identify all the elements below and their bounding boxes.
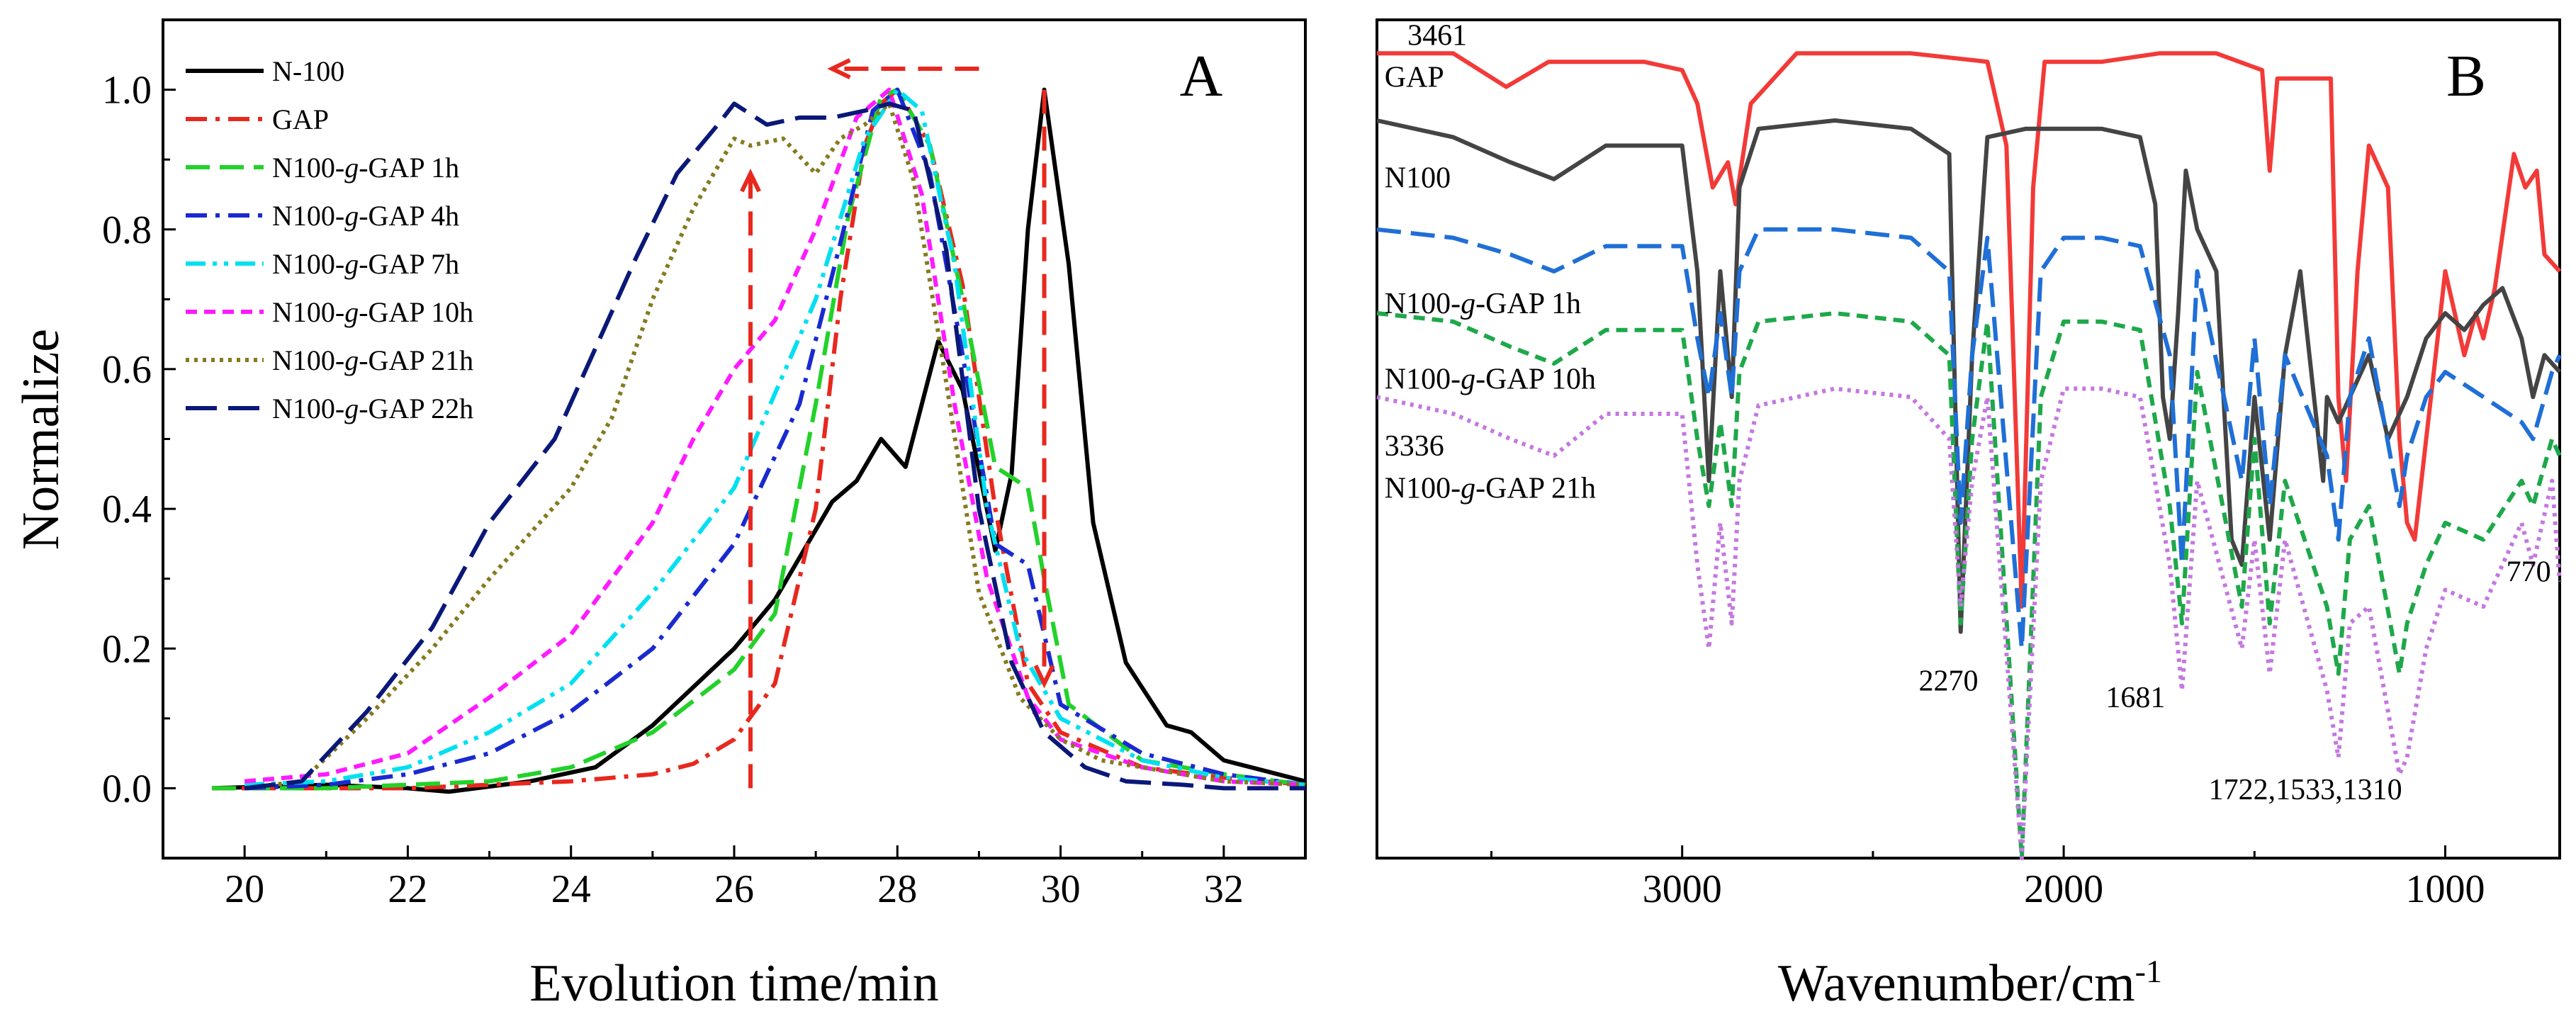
a-legend-text: N100-	[272, 296, 344, 328]
a-legend-text: N100-	[272, 152, 344, 184]
a-series-line-5	[244, 87, 1306, 787]
b-annotation-0: 3461	[1407, 19, 1467, 52]
a-x-tick-label: 28	[877, 867, 917, 911]
b-annotation-4: 1722,1533,1310	[2209, 774, 2402, 806]
a-legend-text-italic: g	[344, 248, 359, 280]
b-series-label-2: N100-g-GAP 1h	[1385, 288, 1581, 320]
panel-b-x-axis-title-main: Wavenumber/cm	[1778, 954, 2135, 1013]
a-legend-text: -GAP 1h	[359, 152, 459, 184]
a-x-tick-label: 20	[225, 867, 264, 911]
a-legend-label-1: GAP	[272, 103, 329, 135]
b-x-tick-label: 1000	[2405, 867, 2485, 911]
a-legend-text: -GAP 22h	[359, 393, 473, 424]
a-legend-label-6: N100-g-GAP 21h	[272, 344, 473, 376]
a-arrow-head-0	[827, 58, 851, 79]
panel-b-series	[1376, 51, 2562, 860]
b-series-line-3	[1376, 311, 2562, 860]
a-y-tick-label: 0.6	[102, 348, 152, 392]
a-legend-label-5: N100-g-GAP 10h	[272, 296, 473, 328]
b-series-label-3: N100-g-GAP 10h	[1385, 364, 1596, 396]
b-x-tick-label: 3000	[1643, 867, 1722, 911]
b-annotation-2: 2270	[1919, 665, 1979, 697]
b-series-line-4	[1376, 386, 2562, 860]
a-legend-text-italic: g	[344, 200, 359, 232]
b-series-line-2	[1376, 227, 2562, 651]
b-series-label-0: GAP	[1385, 62, 1444, 94]
b-series-label-text: N100-	[1385, 364, 1461, 396]
a-legend-label-4: N100-g-GAP 7h	[272, 248, 459, 280]
b-series-label-4: N100-g-GAP 21h	[1385, 472, 1596, 505]
a-series-line-4	[244, 87, 1306, 787]
panel-a-letter: A	[1180, 43, 1223, 109]
b-x-tick-label: 2000	[2024, 867, 2103, 911]
a-arrow-head-2	[1033, 665, 1055, 689]
b-series-label-italic: g	[1461, 364, 1475, 396]
panel-b-x-axis-title: Wavenumber/cm-1	[1778, 953, 2162, 1013]
a-legend-text: N100-	[272, 344, 344, 376]
a-series-line-1	[212, 87, 1306, 791]
b-series-label-text: N100-	[1385, 472, 1461, 505]
a-y-tick-label: 0.0	[102, 767, 152, 811]
a-series-line-6	[244, 101, 1306, 791]
panel-a-ticks: 20 22 24 26 28 30 32 0.0 0.2 0.4 0.6 0.8 1.0	[102, 69, 1307, 911]
panel-b-letter: B	[2446, 43, 2486, 109]
b-series-label-text: N100-	[1385, 288, 1461, 320]
panel-a-x-axis-title: Evolution time/min	[529, 954, 939, 1013]
b-series-label-text: -GAP 10h	[1475, 364, 1596, 396]
b-series-label-text: -GAP 21h	[1475, 472, 1596, 505]
a-legend-text: -GAP 10h	[359, 296, 473, 328]
a-legend-text-italic: g	[344, 393, 359, 424]
a-legend-text: -GAP 4h	[359, 200, 459, 232]
a-legend-label-3: N100-g-GAP 4h	[272, 200, 459, 232]
b-series-label-italic: g	[1461, 472, 1475, 505]
a-legend-text-italic: g	[344, 296, 359, 328]
panel-a-plot-frame	[162, 18, 1307, 860]
panel-a-series	[212, 87, 1306, 794]
a-y-tick-label: 1.0	[102, 69, 152, 113]
b-series-label-text: -GAP 1h	[1475, 288, 1581, 320]
a-legend-label-2: N100-g-GAP 1h	[272, 152, 459, 184]
b-annotation-5: 770	[2507, 556, 2551, 589]
a-legend-label-7: N100-g-GAP 22h	[272, 393, 473, 424]
a-y-tick-label: 0.4	[102, 488, 152, 531]
a-legend-text: -GAP 21h	[359, 344, 473, 376]
a-series-line-3	[244, 87, 1306, 791]
a-legend-text-italic: g	[344, 344, 359, 376]
a-x-tick-label: 24	[551, 867, 591, 911]
b-annotation-3: 1681	[2105, 682, 2165, 714]
panel-b-annotations: 3461 3336 2270 1681 1722,1533,1310 770	[1385, 19, 2551, 806]
b-series-line-0	[1377, 51, 2562, 609]
a-legend-text: N100-	[272, 248, 344, 280]
a-series-line-0	[212, 87, 1306, 794]
a-x-tick-label: 22	[388, 867, 427, 911]
a-x-tick-label: 32	[1204, 867, 1244, 911]
panel-b-x-axis-title-superscript: -1	[2135, 953, 2162, 989]
a-series-line-2	[212, 87, 1306, 791]
a-series-line-7	[244, 101, 1305, 791]
panel-b-plot-frame	[1376, 18, 2561, 860]
b-annotation-1: 3336	[1385, 430, 1444, 463]
b-series-label-italic: g	[1461, 288, 1475, 320]
a-legend-label-0: N-100	[272, 55, 344, 87]
a-legend-text: N100-	[272, 393, 344, 424]
a-y-tick-label: 0.8	[102, 208, 152, 252]
b-series-label-1: N100	[1385, 162, 1451, 195]
panel-b-ticks: 3000 2000 1000	[1490, 845, 2485, 911]
a-legend-text-italic: g	[344, 152, 359, 184]
a-arrow-head-1	[740, 168, 761, 193]
a-legend-text: N100-	[272, 200, 344, 232]
a-legend-text: -GAP 7h	[359, 248, 459, 280]
a-x-tick-label: 30	[1041, 867, 1081, 911]
panel-a: 20 22 24 26 28 30 32 0.0 0.2 0.4 0.6 0.8 1.0 N-100 GA…	[12, 18, 1307, 1013]
panel-a-y-axis-title: Normalize	[12, 329, 70, 550]
a-x-tick-label: 26	[714, 867, 754, 911]
b-series-line-1	[1376, 118, 2562, 634]
panel-a-arrows	[740, 58, 1055, 789]
a-y-tick-label: 0.2	[102, 627, 152, 671]
